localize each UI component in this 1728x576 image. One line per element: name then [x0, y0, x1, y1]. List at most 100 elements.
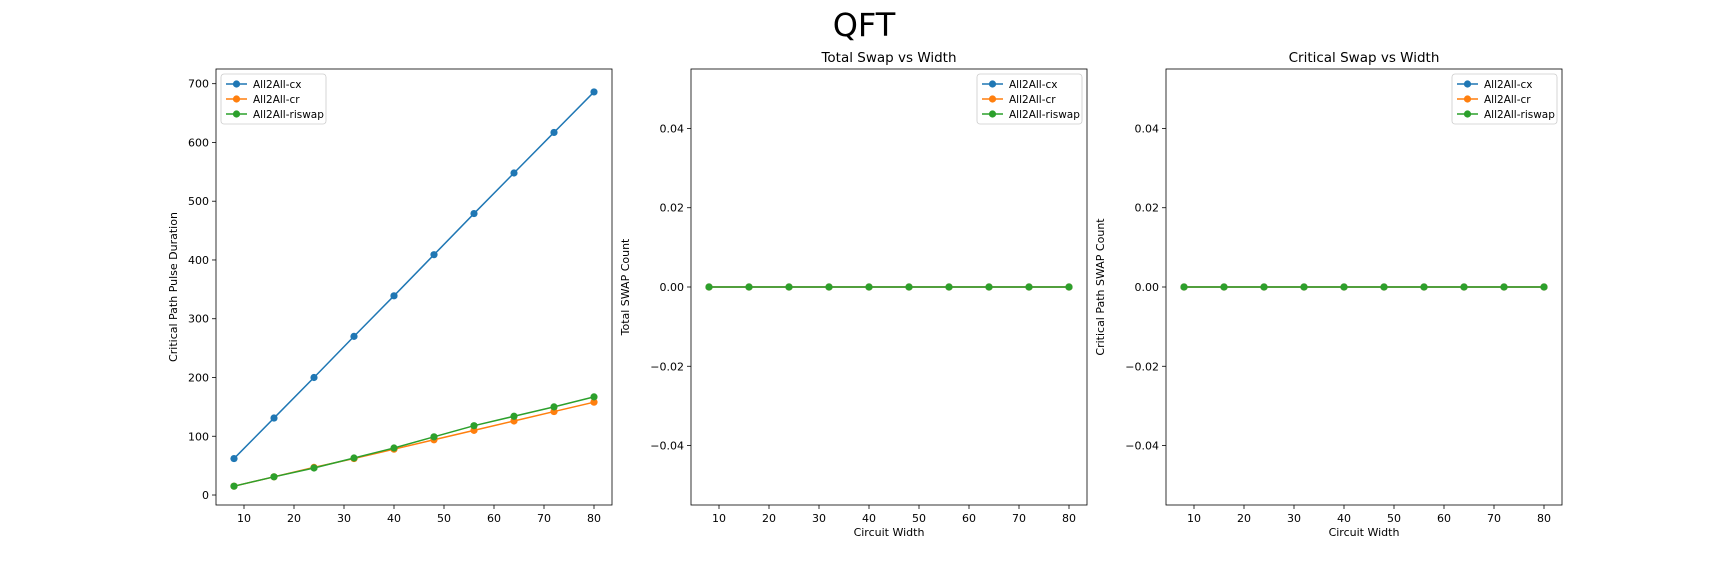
legend-marker	[232, 110, 241, 118]
legend-marker	[1463, 80, 1472, 88]
y-tick-label: 0.04	[660, 122, 685, 135]
data-point	[590, 393, 598, 401]
data-point	[270, 473, 278, 481]
x-tick-label: 20	[287, 512, 301, 525]
plot-frame	[690, 68, 1088, 506]
legend-marker	[988, 95, 997, 103]
x-tick-label: 80	[1537, 512, 1551, 525]
y-tick-label: 700	[188, 78, 209, 91]
series-line-3	[233, 396, 595, 487]
x-tick-label: 40	[862, 512, 876, 525]
legend-label: All2All-cx	[1009, 79, 1058, 91]
data-point	[310, 373, 318, 382]
legend-marker	[988, 110, 997, 118]
x-axis-label: Circuit Width	[854, 526, 925, 539]
data-point	[905, 283, 913, 291]
x-tick-label: 50	[437, 512, 451, 525]
x-tick-label: 30	[337, 512, 351, 525]
y-tick-label: 0.02	[660, 202, 685, 215]
y-tick-label: −0.02	[1125, 360, 1159, 373]
y-tick-label: 100	[188, 430, 209, 443]
x-tick-label: 10	[237, 512, 251, 525]
legend-label: All2All-cr	[1484, 94, 1531, 106]
y-tick-label: 300	[188, 313, 209, 326]
legend-label: All2All-cr	[253, 94, 300, 106]
data-point	[865, 283, 873, 291]
data-point	[470, 422, 478, 430]
x-tick-label: 40	[1337, 512, 1351, 525]
x-tick-label: 20	[1237, 512, 1251, 525]
legend-label: All2All-riswap	[1484, 109, 1555, 121]
chart-panels: 10 20 30 40 50 60 70 80 0 100 200 300 400 500 600 700 Cr…	[167, 50, 1563, 539]
data-point	[270, 414, 278, 422]
y-tick-label: 0.02	[1135, 202, 1160, 215]
data-point	[745, 283, 753, 291]
data-point	[510, 412, 518, 420]
data-point	[430, 433, 438, 441]
y-tick-label: 0.04	[1135, 122, 1160, 135]
data-point	[430, 251, 438, 259]
data-point	[985, 283, 993, 291]
data-point	[1540, 283, 1548, 291]
x-tick-label: 80	[587, 512, 601, 525]
legend-marker	[232, 80, 241, 88]
data-point	[1220, 283, 1228, 291]
data-point	[1500, 283, 1508, 291]
plot-frame	[215, 68, 613, 506]
data-point	[510, 169, 518, 177]
legend-box	[976, 73, 1083, 125]
data-point	[350, 332, 358, 340]
x-tick-label: 50	[912, 512, 926, 525]
data-point	[825, 283, 833, 291]
y-tick-label: 500	[188, 195, 209, 208]
data-point	[310, 464, 318, 472]
legend: All2All-cx All2All-cr All2All-riswap	[220, 73, 327, 125]
data-point	[590, 88, 598, 96]
data-point	[390, 444, 398, 452]
y-tick-label: −0.04	[1125, 440, 1159, 453]
data-point	[230, 482, 238, 490]
legend-label: All2All-riswap	[1009, 109, 1080, 121]
data-point	[550, 403, 558, 411]
x-tick-label: 20	[762, 512, 776, 525]
data-point	[590, 398, 598, 406]
y-tick-label: 600	[188, 136, 209, 149]
x-tick-label: 10	[1187, 512, 1201, 525]
legend-marker	[1463, 110, 1472, 118]
y-tick-label: 200	[188, 371, 209, 384]
plot-frame	[1165, 68, 1563, 506]
chart-panel-2: Total Swap vs Width 10 20 30 40 50 60 70 80 −0.04…	[619, 50, 1088, 539]
y-tick-label: 0	[202, 489, 209, 502]
x-tick-label: 80	[1062, 512, 1076, 525]
legend-label: All2All-cr	[1009, 94, 1056, 106]
data-point	[470, 209, 478, 218]
x-tick-label: 70	[1487, 512, 1501, 525]
legend-marker	[232, 95, 241, 103]
data-point	[1260, 283, 1268, 291]
data-point	[1065, 283, 1073, 291]
x-tick-label: 60	[1437, 512, 1451, 525]
panel-title: Critical Swap vs Width	[1289, 50, 1440, 66]
legend-marker	[1463, 95, 1472, 103]
data-point	[550, 128, 558, 137]
data-point	[1180, 283, 1188, 291]
x-tick-label: 50	[1387, 512, 1401, 525]
x-tick-label: 40	[387, 512, 401, 525]
series-line-1	[233, 91, 595, 460]
data-point	[1340, 283, 1348, 291]
data-point	[230, 454, 238, 463]
panel-title: Total Swap vs Width	[820, 50, 956, 66]
legend-box	[220, 73, 327, 125]
data-point	[945, 283, 953, 291]
y-tick-label: −0.04	[650, 440, 684, 453]
chart-panel-3: Critical Swap vs Width 10 20 30 40 50 60 70 80 −0…	[1094, 50, 1563, 539]
y-tick-label: 400	[188, 254, 209, 267]
y-tick-label: 0.00	[660, 281, 685, 294]
data-point	[1460, 283, 1468, 291]
data-point	[785, 283, 793, 291]
x-tick-label: 70	[1012, 512, 1026, 525]
legend-marker	[988, 80, 997, 88]
legend-label: All2All-riswap	[253, 109, 324, 121]
data-point	[350, 454, 358, 462]
